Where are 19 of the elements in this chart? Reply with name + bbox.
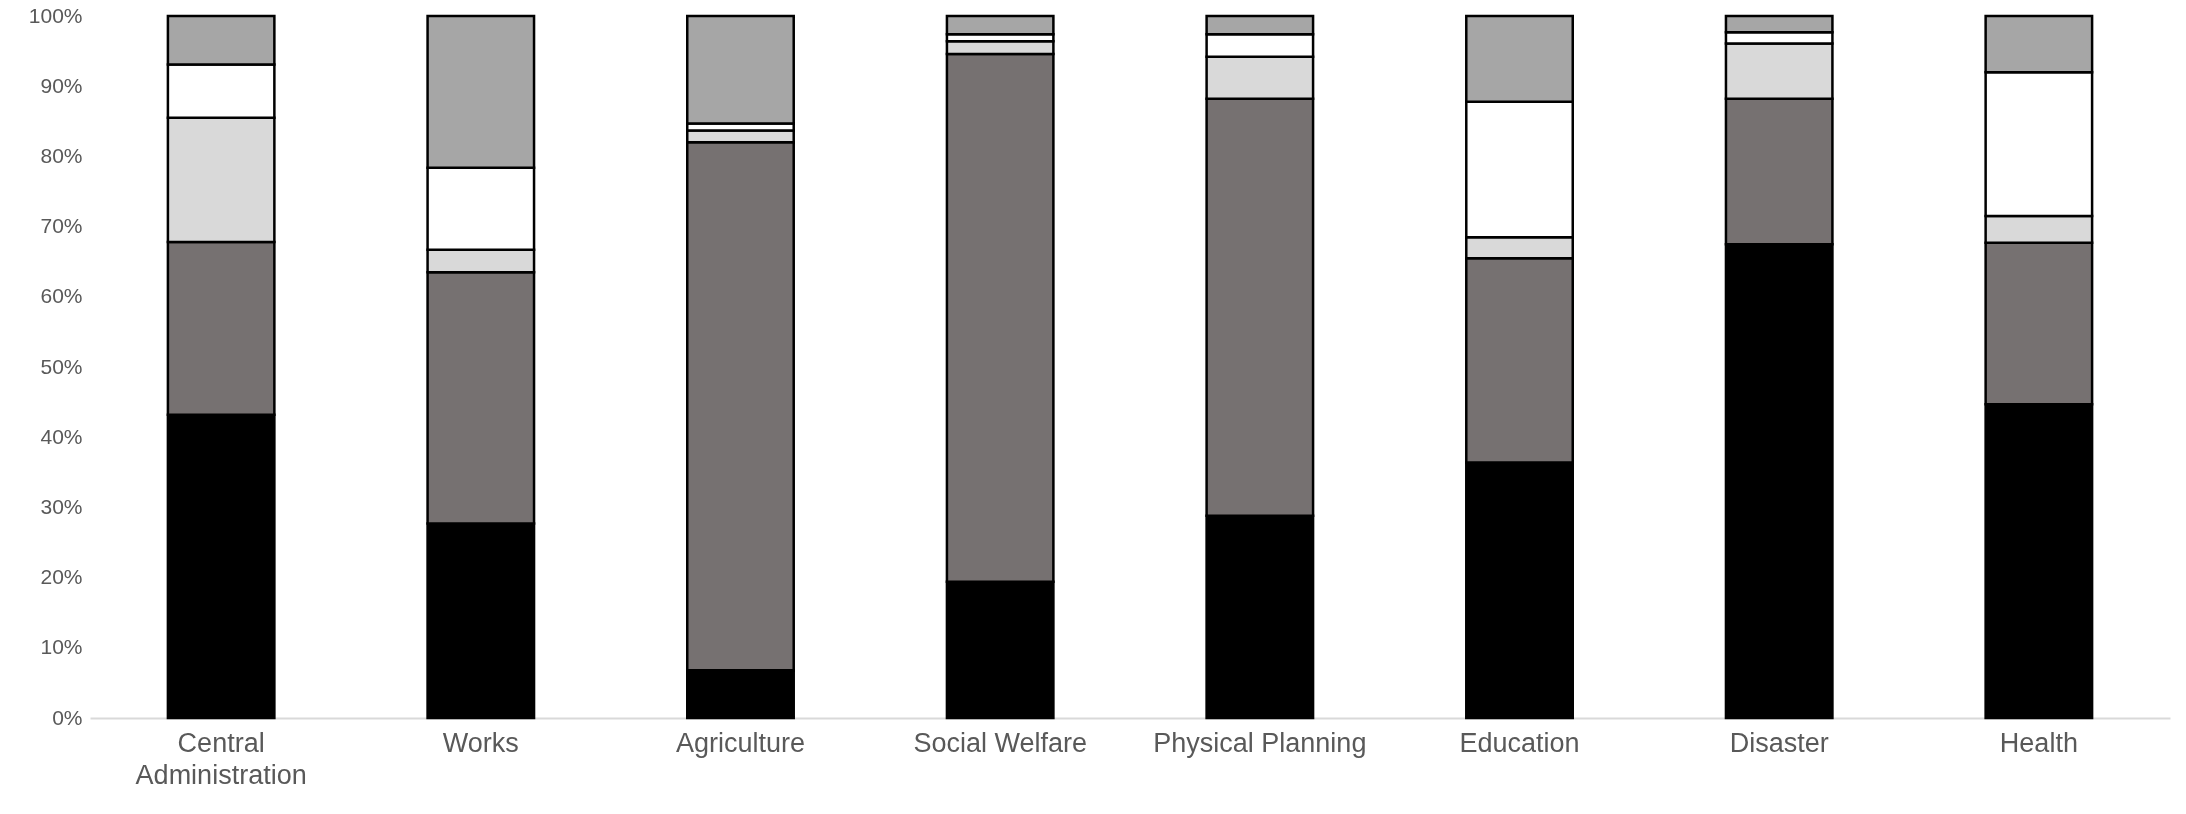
y-tick-label: 20% <box>40 565 83 589</box>
x-tick-label: Disaster <box>1729 727 1829 758</box>
y-tick-label: 90% <box>40 73 83 97</box>
y-tick-label: 50% <box>40 354 83 378</box>
y-tick-label: 10% <box>40 635 83 659</box>
y-tick-label: 80% <box>40 143 83 167</box>
y-tick-label: 70% <box>40 214 83 238</box>
x-tick-label: Works <box>442 727 519 758</box>
x-tick-label: Education <box>1459 727 1580 758</box>
x-tick-label: Agriculture <box>675 727 806 758</box>
y-tick-label: 40% <box>40 424 83 448</box>
x-tick-label: Physical Planning <box>1153 727 1367 758</box>
y-tick-label: 60% <box>40 284 83 308</box>
x-tick-label: Central Administration <box>135 727 307 790</box>
y-tick-label: 100% <box>28 3 83 27</box>
y-tick-label: 30% <box>40 494 83 518</box>
y-tick-label: 0% <box>52 705 83 729</box>
x-tick-label: Social Welfare <box>913 727 1087 758</box>
x-tick-label: Health <box>1999 727 2078 758</box>
